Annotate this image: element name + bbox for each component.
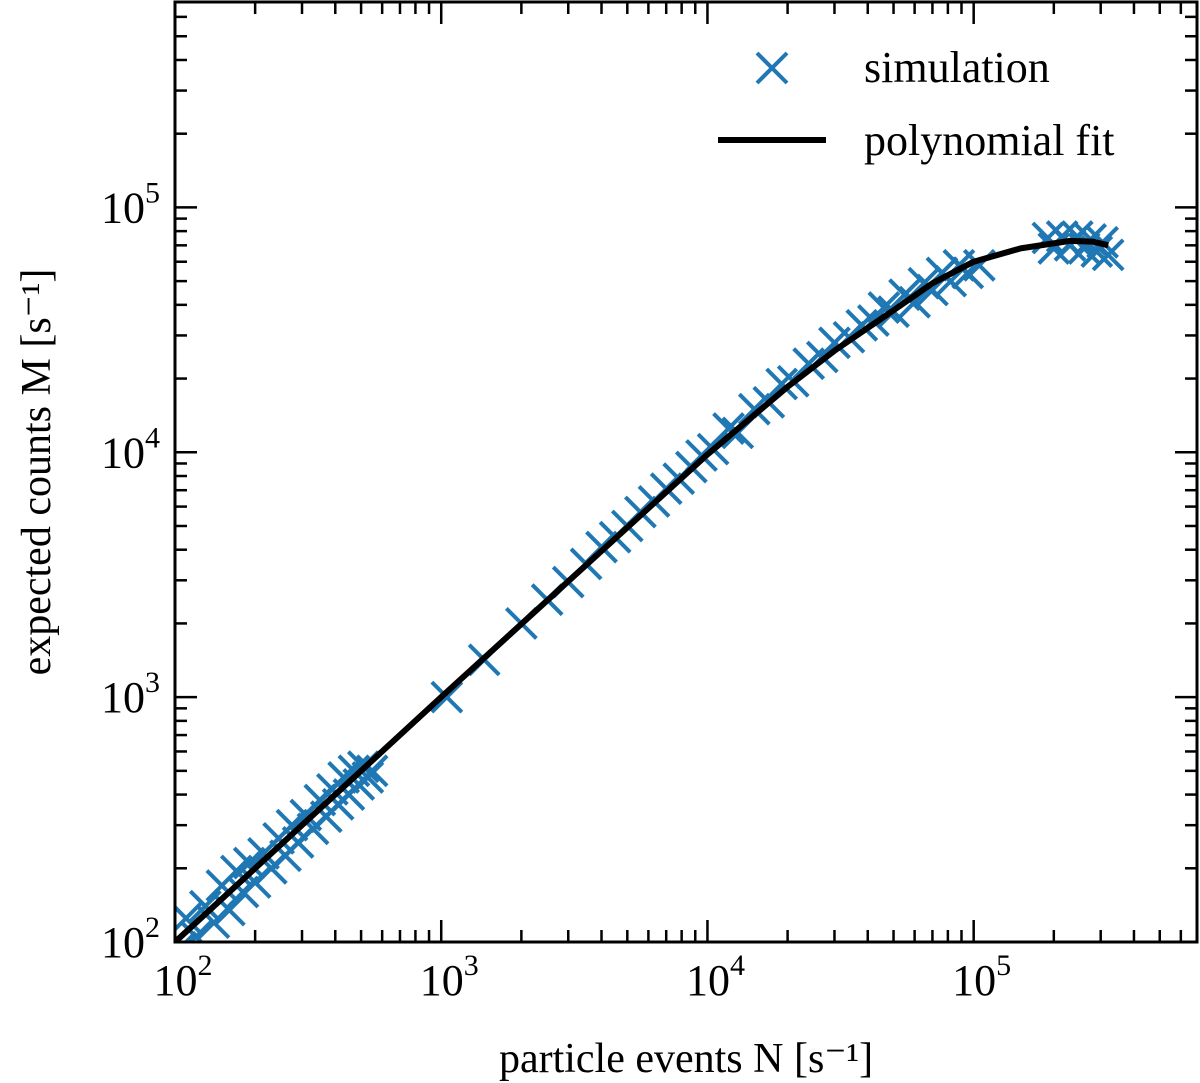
plot-marks bbox=[175, 220, 1125, 942]
legend-x-marker bbox=[755, 51, 789, 85]
legend-marker-simulation bbox=[755, 51, 789, 85]
y-tick-label: 104 bbox=[101, 421, 160, 477]
simulation-point bbox=[355, 754, 389, 788]
y-tick-label: 105 bbox=[101, 176, 160, 232]
axis-ticks bbox=[173, 2, 1197, 944]
x-tick-label: 102 bbox=[154, 949, 213, 1005]
y-axis-label: expected counts M [s⁻¹] bbox=[14, 269, 60, 676]
y-tick-label: 102 bbox=[101, 911, 160, 967]
x-tick-label: 104 bbox=[686, 949, 745, 1005]
simulation-point bbox=[175, 931, 198, 942]
simulation-point bbox=[232, 846, 266, 880]
simulation-point bbox=[179, 920, 213, 942]
x-axis-label: particle events N [s⁻¹] bbox=[499, 1036, 873, 1082]
simulation-point bbox=[765, 367, 799, 401]
legend-label-polynomial-fit: polynomial fit bbox=[864, 116, 1115, 165]
x-tick-label: 103 bbox=[420, 949, 479, 1005]
simulation-point bbox=[430, 680, 464, 714]
legend: simulation polynomial fit bbox=[718, 43, 1115, 165]
polynomial-fit-line bbox=[175, 237, 1109, 942]
legend-label-simulation: simulation bbox=[864, 43, 1050, 92]
simulation-point bbox=[712, 412, 745, 445]
simulation-point bbox=[867, 291, 901, 324]
x-tick-label: 105 bbox=[952, 949, 1011, 1005]
plot-frame bbox=[173, 0, 1199, 944]
y-tick-label: 103 bbox=[101, 666, 160, 722]
